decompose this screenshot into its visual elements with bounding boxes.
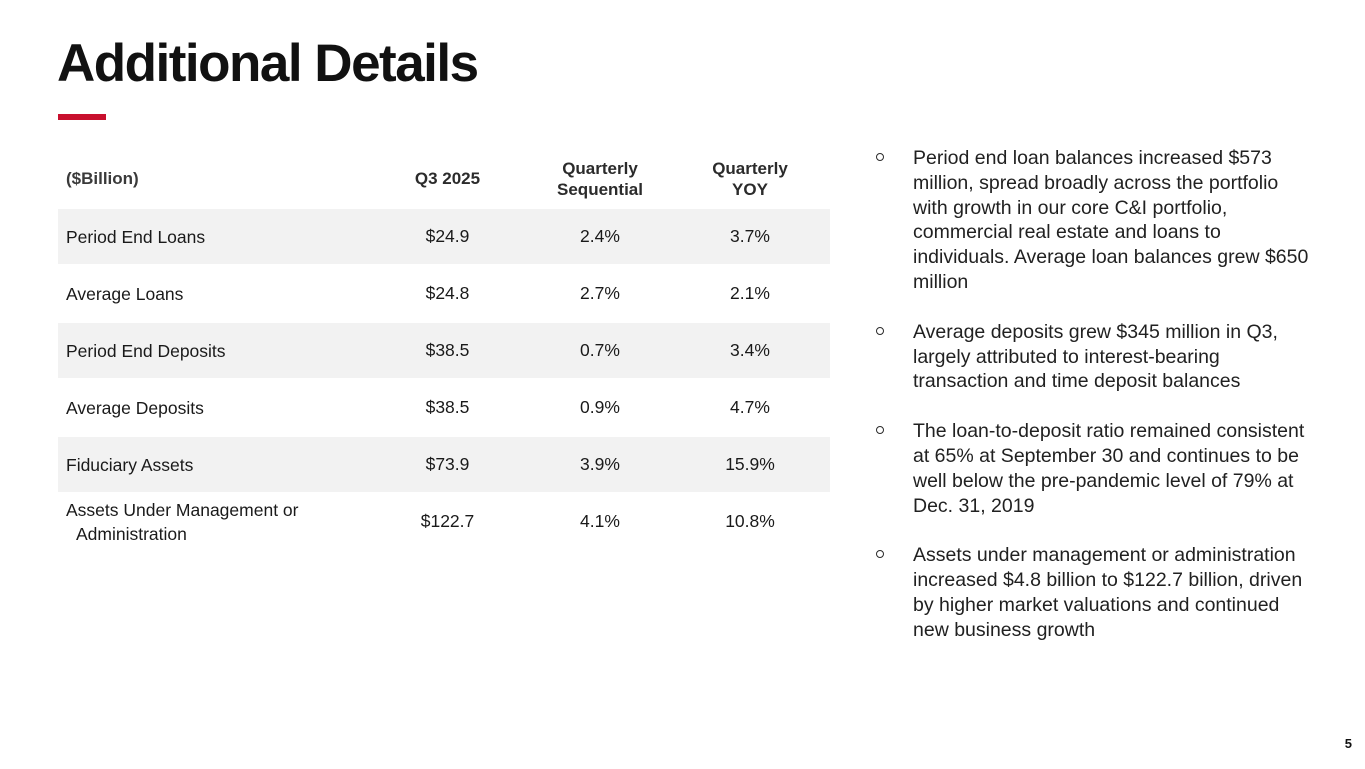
table-row: Fiduciary Assets $73.9 3.9% 15.9%: [58, 435, 830, 492]
bullet-marker-icon: [876, 550, 884, 559]
row-label: Average Loans: [66, 283, 184, 304]
cell-quarterly-sequential: 0.9%: [580, 397, 620, 417]
cell-quarterly-yoy: 4.7%: [730, 397, 770, 417]
page-title: Additional Details: [57, 34, 479, 93]
bullet-item: Period end loan balances increased $573 …: [872, 146, 1318, 295]
cell-quarterly-sequential: 3.9%: [580, 454, 620, 474]
row-label: Period End Deposits: [66, 340, 226, 361]
bullet-text: The loan-to-deposit ratio remained consi…: [913, 420, 1305, 517]
column-header-quarterly-sequential: Quarterly Sequential: [557, 158, 643, 199]
cell-quarterly-yoy: 2.1%: [730, 283, 770, 303]
bullet-marker-icon: [876, 153, 884, 161]
bullet-text: Average deposits grew $345 million in Q3…: [913, 320, 1278, 393]
cell-quarterly-sequential: 2.4%: [580, 226, 620, 246]
title-accent-bar: [58, 114, 106, 120]
page-number: 5: [1344, 736, 1352, 751]
column-header-quarterly-yoy: Quarterly YOY: [712, 158, 788, 199]
bullet-marker-icon: [876, 326, 884, 335]
cell-q3-2025: $38.5: [425, 397, 470, 417]
bullet-marker-icon: [876, 426, 884, 435]
cell-q3-2025: $122.7: [420, 511, 475, 531]
cell-quarterly-yoy: 3.7%: [730, 226, 770, 246]
bullet-item: The loan-to-deposit ratio remained consi…: [872, 419, 1318, 518]
table-row: Assets Under Management or Administratio…: [58, 492, 830, 549]
bullet-item: Assets under management or administratio…: [872, 543, 1318, 642]
bullet-item: Average deposits grew $345 million in Q3…: [872, 320, 1318, 394]
cell-quarterly-sequential: 2.7%: [580, 283, 620, 303]
cell-quarterly-yoy: 15.9%: [725, 454, 775, 474]
cell-quarterly-yoy: 3.4%: [730, 340, 770, 360]
cell-q3-2025: $24.8: [425, 283, 470, 303]
row-label: Average Deposits: [66, 397, 204, 418]
table-row: Period End Loans $24.9 2.4% 3.7%: [58, 207, 830, 264]
bullet-text: Period end loan balances increased $573 …: [913, 147, 1309, 293]
table-row: Average Deposits $38.5 0.9% 4.7%: [58, 378, 830, 435]
cell-q3-2025: $24.9: [425, 226, 470, 246]
row-label: Assets Under Management or Administratio…: [66, 499, 299, 544]
cell-quarterly-yoy: 10.8%: [725, 511, 775, 531]
table-row: Period End Deposits $38.5 0.7% 3.4%: [58, 321, 830, 378]
commentary-bullet-list: Period end loan balances increased $573 …: [872, 146, 1318, 668]
cell-q3-2025: $73.9: [425, 454, 470, 474]
row-label: Period End Loans: [66, 226, 206, 247]
table-row: Average Loans $24.8 2.7% 2.1%: [58, 264, 830, 321]
cell-q3-2025: $38.5: [425, 340, 470, 360]
column-header-q3-2025: Q3 2025: [414, 169, 481, 188]
financial-metrics-table: ($Billion) Q3 2025 Quarterly Sequential …: [58, 150, 830, 549]
row-label: Fiduciary Assets: [66, 454, 194, 475]
table-header-row: ($Billion) Q3 2025 Quarterly Sequential …: [58, 150, 830, 207]
cell-quarterly-sequential: 4.1%: [580, 511, 620, 531]
cell-quarterly-sequential: 0.7%: [580, 340, 620, 360]
unit-label: ($Billion): [66, 168, 139, 188]
bullet-text: Assets under management or administratio…: [913, 544, 1303, 641]
